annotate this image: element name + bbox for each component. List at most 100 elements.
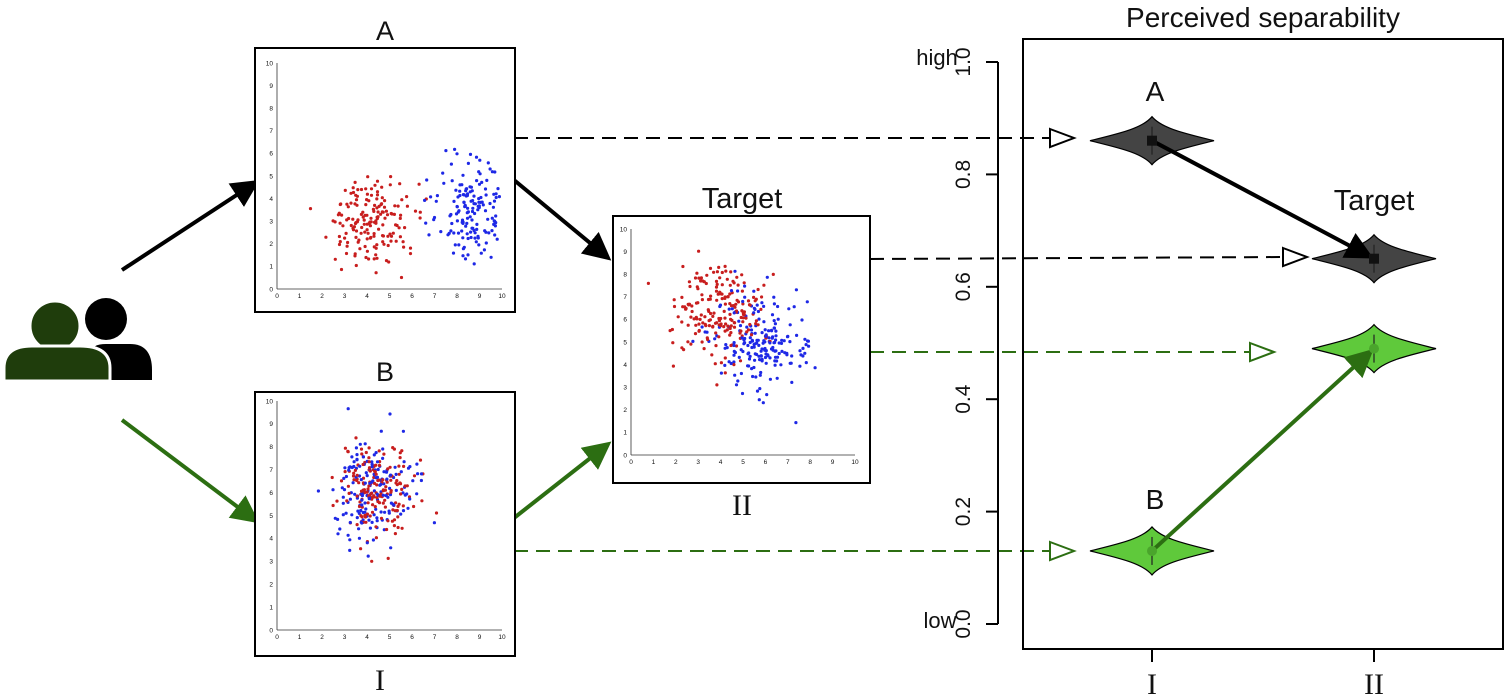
mini-x-tick-label: 6 [410,634,414,641]
scatter-point [398,451,402,455]
scatter-point [740,289,745,293]
scatter-point [461,236,465,240]
scatter-point [794,288,799,292]
scatter-point [473,236,477,240]
scatter-point [803,337,807,341]
scatter-point [354,446,358,450]
scatter-point [771,348,775,352]
scatter-point [341,513,345,517]
scatter-point [466,161,470,165]
scatter-point [362,222,366,226]
scatter-point [389,211,393,216]
scatter-point [494,195,498,200]
scatter-point [375,516,379,520]
scatter-point [703,330,707,334]
scatter-point [483,187,488,191]
scatter-point [483,229,487,233]
scatter-point [722,309,726,313]
scatter-point [341,501,345,505]
scatter-point [756,323,760,327]
scatter-point [336,532,340,536]
scatter-point [355,453,359,457]
scatter-point [495,237,499,241]
scatter-point [375,460,380,464]
scatter-point [339,267,344,272]
scatter-point [741,316,745,320]
scatter-point [363,442,367,446]
scatter-point [368,236,372,240]
scatter-point [762,304,766,308]
scatter-point [365,222,369,226]
scatter-point [748,354,752,358]
scatter-point [382,205,387,209]
scatter-point [366,175,370,179]
scatter-point [469,230,473,234]
scatter-point [757,398,761,402]
scatter-point [481,203,485,207]
scatter-point [468,185,472,189]
scatter-point [450,221,454,226]
scatter-point [455,152,459,156]
scatter-point [340,213,344,217]
scatter-point [747,357,752,361]
scatter-point [354,263,358,268]
scatter-point [765,393,769,397]
scatter-point [393,204,397,208]
scatter-point [487,231,491,235]
mini-x-tick-label: 9 [831,459,835,466]
scatter-point [381,501,385,505]
scatter-point [349,201,353,205]
scatter-point [458,189,462,193]
scatter-point [465,221,469,225]
scatter-point [476,208,480,212]
mini-x-tick-label: 7 [433,634,437,641]
y-tick-label: 0.2 [952,497,975,526]
scatter-point [766,354,770,358]
scatter-point [439,230,443,234]
scatter-point [383,199,387,203]
scatter-point [719,361,724,365]
scatter-point [744,316,748,320]
scatter-point [375,197,379,201]
scatter-point [383,510,387,514]
scatter-point [417,182,421,186]
scatter-point [403,226,407,230]
scatter-point [804,343,808,347]
scatter-point [360,503,364,507]
scatter-point [360,452,364,456]
scatter-point [354,235,358,239]
scatter-point [680,295,684,299]
scatter-point [359,447,364,451]
scatter-point [348,548,352,553]
scatter-point [694,315,698,319]
chart-title: Perceived separability [1126,2,1400,33]
scatter-point [748,336,752,340]
scatter-point [484,241,488,245]
scatter-point [750,345,754,350]
scatter-point [367,518,371,522]
scatter-point [343,466,347,470]
scatter-point [345,202,349,206]
scatter-point [372,513,376,517]
scatter-point [368,493,372,497]
scatter-point [396,525,400,530]
users-icon [2,298,152,383]
scatter-point [379,482,383,486]
scatter-point [341,495,345,499]
scatter-point [724,343,728,347]
scatter-point [356,188,360,192]
scatter-point [734,302,738,306]
mini-x-tick-label: 7 [433,293,437,300]
scatter-point [380,196,384,200]
scatter-point [452,199,456,203]
scatter-point [728,292,732,296]
scatter-point [368,481,372,485]
scatter-point [348,497,352,501]
scatter-point [386,556,390,561]
scatter-point [705,336,709,340]
scatter-point [732,325,737,329]
scatter-point [782,339,786,343]
scatter-point [418,210,422,214]
scatter-point [758,387,762,391]
scatter-point [740,309,744,313]
